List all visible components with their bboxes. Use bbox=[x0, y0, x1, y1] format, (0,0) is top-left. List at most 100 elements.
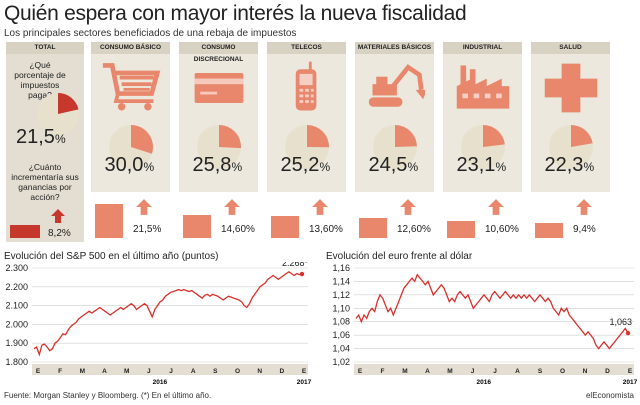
sector-panel: TELECOS 25,2% 13,60% bbox=[267, 42, 346, 242]
year-label: 2017 bbox=[623, 379, 638, 386]
sector-tax-value: 25,2% bbox=[281, 154, 331, 177]
sector-tax-value: 25,8% bbox=[193, 154, 243, 177]
sector-panel: CONSUMO DISCRECIONAL 25,8% 14,60% bbox=[179, 42, 258, 242]
total-tax-unit: % bbox=[54, 132, 66, 146]
last-value-annotation: 1,063 bbox=[609, 317, 632, 327]
y-tick-label: 1,16 bbox=[332, 263, 350, 273]
credit-card-icon bbox=[194, 72, 243, 103]
sector-tax-pie bbox=[372, 125, 417, 169]
total-gain-label: 8,2% bbox=[48, 228, 71, 239]
sector-gain-label: 10,60% bbox=[485, 224, 519, 235]
sector-tax-value: 22,3% bbox=[545, 154, 595, 177]
arrow-up-icon bbox=[488, 199, 504, 215]
x-tick-label: A bbox=[102, 368, 107, 375]
sector-gain-zone: 14,60% bbox=[179, 192, 258, 242]
sector-label: MATERIALES BÁSICOS bbox=[355, 42, 434, 54]
total-tax-value: 21,5% bbox=[16, 126, 66, 149]
y-tick-label: 2.000 bbox=[5, 319, 28, 329]
sector-tax-number: 30,0 bbox=[104, 154, 144, 176]
y-tick-label: 1,02 bbox=[332, 357, 350, 367]
x-tick-label: J bbox=[169, 368, 173, 375]
sector-tax-unit: % bbox=[495, 160, 507, 174]
sector-tax-pie bbox=[548, 125, 593, 169]
sector-gain-bar bbox=[95, 203, 123, 238]
x-tick-label: S bbox=[538, 368, 543, 375]
x-tick-label: A bbox=[515, 368, 520, 375]
sector-gain-bar bbox=[183, 214, 211, 238]
y-tick-label: 1.800 bbox=[5, 357, 28, 367]
sector-tax-pie bbox=[108, 125, 153, 169]
sector-gain-label: 13,60% bbox=[309, 224, 343, 235]
last-point bbox=[299, 271, 305, 277]
sector-tax-value: 30,0% bbox=[105, 154, 155, 177]
x-tick-label: F bbox=[58, 368, 62, 375]
medical-cross-icon bbox=[544, 63, 597, 113]
sector-gain-label: 21,5% bbox=[133, 224, 162, 235]
eurusd-title: Evolución del euro frente al dólar bbox=[326, 251, 473, 262]
sector-label: CONSUMO DISCRECIONAL bbox=[179, 42, 258, 63]
x-tick-label: A bbox=[425, 368, 430, 375]
last-value-annotation: 2.268* bbox=[282, 262, 309, 268]
page-title: Quién espera con mayor interés la nueva … bbox=[4, 2, 467, 25]
x-tick-label: F bbox=[381, 368, 385, 375]
y-tick-label: 1,14 bbox=[332, 276, 350, 286]
total-question-gain: ¿Cuánto incrementaría sus ganancias por … bbox=[11, 162, 79, 202]
arrow-up-icon bbox=[576, 199, 592, 215]
mobile-phone-icon bbox=[295, 61, 316, 111]
x-tick-label: M bbox=[80, 368, 85, 375]
sector-tax-unit: % bbox=[143, 160, 155, 174]
sector-gain-bar bbox=[447, 221, 475, 238]
shopping-cart-icon bbox=[102, 63, 160, 111]
year-label: 2017 bbox=[297, 379, 312, 386]
sp500-chart: 1.800 1.900 2.000 2.100 2.200 2.300 E F M A M J J A S O… bbox=[5, 262, 312, 386]
brand-name: elEconomista bbox=[585, 391, 634, 400]
last-point bbox=[625, 330, 631, 336]
sector-tax-unit: % bbox=[583, 160, 595, 174]
x-axis-band bbox=[354, 364, 634, 375]
x-tick-label: J bbox=[471, 368, 475, 375]
total-tax-pie-slice bbox=[58, 93, 79, 114]
sector-gain-zone: 13,60% bbox=[267, 192, 346, 242]
y-tick-label: 2.100 bbox=[5, 301, 28, 311]
arrow-up-icon bbox=[312, 199, 328, 215]
total-gain-zone: 8,2% bbox=[6, 202, 84, 242]
x-tick-label: D bbox=[279, 368, 284, 375]
sector-gain-zone: 10,60% bbox=[443, 192, 522, 242]
y-tick-label: 1,12 bbox=[332, 290, 350, 300]
sector-gain-bar bbox=[535, 223, 563, 238]
x-tick-label: E bbox=[628, 368, 633, 375]
sector-panel: INDUSTRIAL 23,1% 10,60% bbox=[443, 42, 522, 242]
sector-gain-zone: 21,5% bbox=[91, 192, 170, 242]
sector-panel: SALUD 22,3% 9,4% bbox=[531, 42, 610, 242]
x-axis-band bbox=[32, 364, 308, 375]
x-tick-label: M bbox=[124, 368, 129, 375]
x-tick-label: J bbox=[147, 368, 151, 375]
sector-gain-zone: 12,60% bbox=[355, 192, 434, 242]
y-tick-label: 1,04 bbox=[332, 344, 350, 354]
sector-tax-pie-slice bbox=[482, 125, 505, 147]
sector-tax-unit: % bbox=[407, 160, 419, 174]
sector-label: INDUSTRIAL bbox=[443, 42, 522, 54]
sector-tax-number: 24,5 bbox=[368, 154, 408, 176]
sector-tax-pie bbox=[196, 125, 241, 169]
sector-tax-pie bbox=[284, 125, 329, 169]
x-tick-label: E bbox=[302, 368, 307, 375]
sector-gain-bar bbox=[271, 216, 299, 238]
arrow-up-icon bbox=[224, 199, 240, 215]
sector-tax-number: 25,8 bbox=[192, 154, 232, 176]
total-tax-pie bbox=[37, 93, 79, 135]
sector-tax-value: 23,1% bbox=[457, 154, 507, 177]
sector-gain-zone: 9,4% bbox=[531, 192, 610, 242]
sector-gain-bar bbox=[359, 217, 387, 238]
y-tick-label: 2.300 bbox=[5, 263, 28, 273]
total-panel: TOTAL ¿Qué porcentaje de impuestos paga?… bbox=[6, 42, 84, 242]
sector-gain-label: 12,60% bbox=[397, 224, 431, 235]
factory-icon bbox=[456, 65, 509, 109]
sector-gain-label: 9,4% bbox=[573, 224, 596, 235]
x-tick-label: M bbox=[402, 368, 407, 375]
sector-tax-unit: % bbox=[319, 160, 331, 174]
sector-tax-pie-slice bbox=[306, 125, 329, 148]
y-tick-label: 1,06 bbox=[332, 330, 350, 340]
y-tick-label: 2.200 bbox=[5, 282, 28, 292]
total-question-tax: ¿Qué porcentaje de impuestos paga? bbox=[14, 60, 66, 100]
